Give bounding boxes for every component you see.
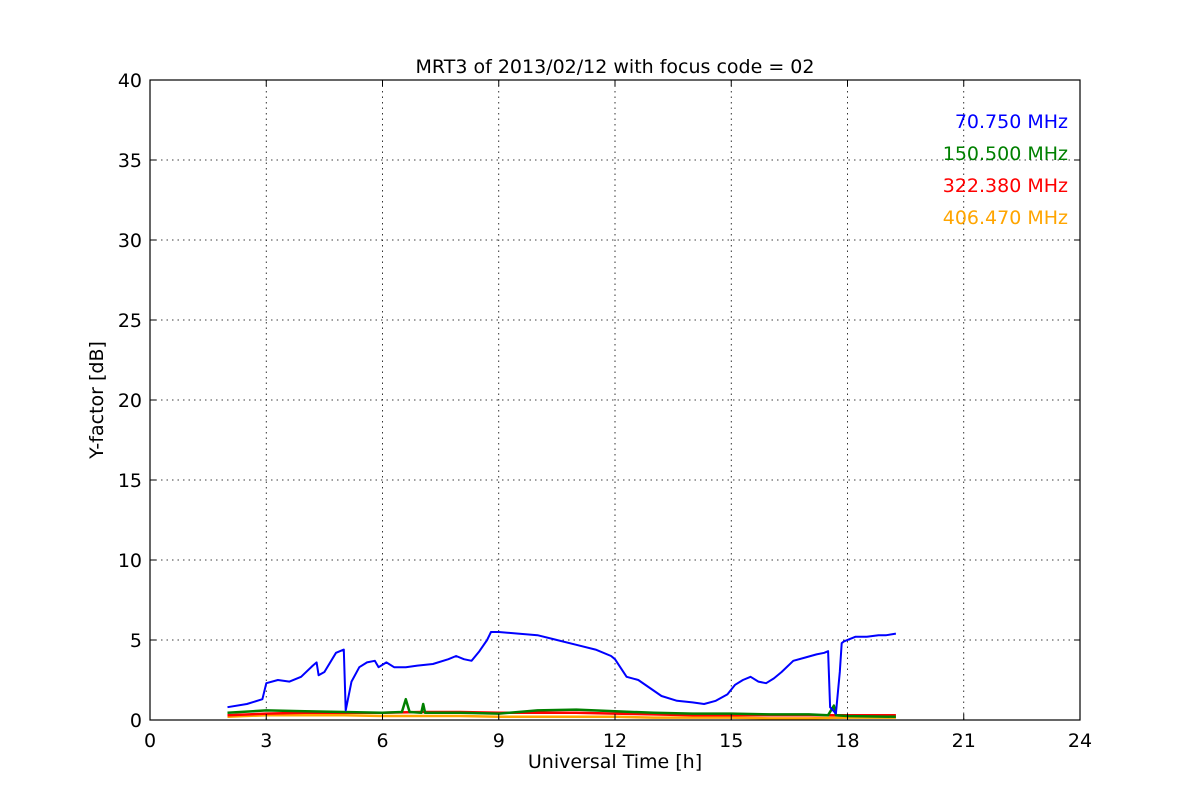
x-tick-label: 6 [376,730,388,752]
series-line-2 [227,697,896,719]
x-tick-label: 12 [603,730,627,752]
ticks: 0 3 6 9 12 15 18 21 24 0 5 10 15 20 25 30 35 40 [118,70,1092,752]
x-tick-label: 3 [260,730,272,752]
y-tick-label: 15 [118,470,142,492]
y-tick-label: 10 [118,550,142,572]
legend-entry-4: 406.470 MHz [943,207,1068,229]
y-tick-label: 40 [118,70,142,92]
legend-entry-2: 150.500 MHz [943,143,1068,165]
x-tick-label: 9 [493,730,505,752]
y-tick-label: 5 [130,630,142,652]
y-axis-label: Y-factor [dB] [86,341,108,460]
y-tick-label: 0 [130,710,142,732]
y-tick-label: 20 [118,390,142,412]
x-tick-label: 0 [144,730,156,752]
legend-entry-1: 70.750 MHz [955,111,1068,133]
x-tick-label: 15 [719,730,743,752]
series-layer [227,631,897,720]
y-tick-label: 25 [118,310,142,332]
series-line-1 [227,631,897,715]
series-line-4 [227,713,896,720]
x-tick-label: 18 [835,730,859,752]
x-tick-label: 24 [1068,730,1092,752]
x-tick-label: 21 [952,730,976,752]
y-tick-label: 30 [118,230,142,252]
x-axis-label: Universal Time [h] [528,751,702,773]
legend: 70.750 MHz 150.500 MHz 322.380 MHz 406.470 … [943,111,1068,229]
chart-title: MRT3 of 2013/02/12 with focus code = 02 [416,56,815,78]
legend-entry-3: 322.380 MHz [943,175,1068,197]
y-tick-label: 35 [118,150,142,172]
grid [150,80,1080,720]
